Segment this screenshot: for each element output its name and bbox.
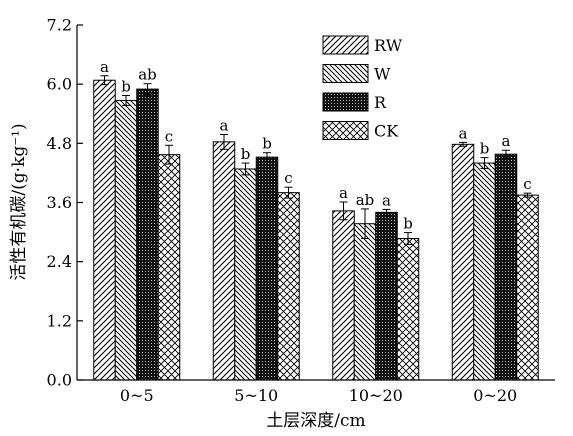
significance-label: c <box>523 175 531 193</box>
legend-swatch-w <box>322 64 369 83</box>
significance-label: c <box>284 169 292 187</box>
bar-ck <box>516 194 539 381</box>
bar-r <box>375 211 398 381</box>
bar-ck <box>396 237 420 381</box>
y-tick-label: 4.8 <box>47 134 72 153</box>
bar-rw <box>451 143 475 381</box>
legend-swatch-r <box>322 92 369 112</box>
bar-rw <box>332 210 355 381</box>
bar-w <box>353 223 377 381</box>
legend-label-r: R <box>374 93 387 112</box>
bar-ck <box>277 192 300 381</box>
y-tick-label: 3.6 <box>47 193 72 212</box>
y-tick-label: 6.0 <box>47 75 72 94</box>
legend-label-w: W <box>374 65 391 84</box>
bar-rw <box>212 141 236 381</box>
legend-label-rw: RW <box>374 36 403 55</box>
significance-label: b <box>241 145 251 163</box>
bar-r <box>255 156 279 381</box>
y-tick-label: 0.0 <box>47 371 72 390</box>
y-tick-label: 1.2 <box>47 311 72 330</box>
legend-swatch-ck <box>322 121 369 140</box>
x-tick-label: 10~20 <box>349 386 403 405</box>
bar-rw <box>93 79 116 381</box>
y-axis-title: 活性有机碳/(g·kg⁻¹) <box>9 123 29 280</box>
bar-w <box>234 168 257 381</box>
ticks: 0.0 1.2 2.4 3.6 4.8 6.0 7.2 0~5 5~10 10~20 0~20 <box>47 16 518 406</box>
legend-swatch-rw <box>322 35 369 55</box>
bar-w <box>473 162 496 381</box>
significance-label: b <box>262 135 272 153</box>
significance-label: a <box>339 184 348 202</box>
significance-label: b <box>121 78 131 96</box>
significance-label: a <box>220 116 229 134</box>
bar-ck <box>157 154 181 381</box>
significance-label: a <box>502 132 511 150</box>
x-axis-title: 土层深度/cm <box>266 411 365 431</box>
y-tick-label: 2.4 <box>47 252 72 271</box>
significance-label: b <box>403 215 413 233</box>
significance-label: a <box>459 124 468 142</box>
bar-w <box>114 99 138 381</box>
y-tick-label: 7.2 <box>47 16 72 35</box>
x-tick-label: 5~10 <box>234 386 278 405</box>
legend: RW WR CK <box>322 35 403 141</box>
bar-r <box>494 153 518 381</box>
x-tick-label: 0~20 <box>473 386 517 405</box>
bar-r <box>136 88 159 381</box>
legend-label-ck: CK <box>374 122 399 141</box>
significance-label: ab <box>138 66 157 84</box>
significance-label: c <box>165 127 173 145</box>
significance-label: b <box>480 140 490 158</box>
x-tick-label: 0~5 <box>120 386 154 405</box>
significance-label: a <box>382 191 391 209</box>
significance-label: ab <box>356 191 375 209</box>
significance-label: a <box>100 58 109 76</box>
